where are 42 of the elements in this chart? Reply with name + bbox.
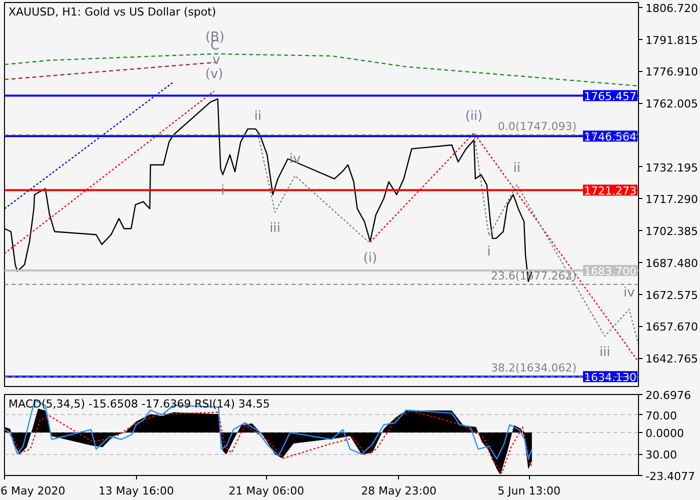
- y-tick-label: 1791.815: [646, 34, 698, 47]
- ref-line-label: 1634.130: [584, 371, 637, 384]
- ref-line-label: 0.0(1747.093): [498, 120, 577, 133]
- annotation: i: [487, 244, 491, 260]
- y-tick-label: 1702.385: [646, 225, 698, 238]
- y2-tick-label: 70.00: [646, 409, 677, 422]
- y-tick-label: -23.4077: [646, 470, 695, 483]
- annotation: iii: [599, 345, 610, 360]
- y-tick-label: 1732.195: [646, 161, 698, 174]
- ref-line-label: 1721.273: [584, 184, 637, 198]
- ref-line-label: 38.2(1634.062): [490, 362, 576, 375]
- y-tick-label: 0.0000: [646, 427, 684, 440]
- ref-line-label: 1746.564: [584, 130, 637, 144]
- y-tick-label: 20.6976: [646, 389, 691, 402]
- y-tick-label: 1762.005: [646, 98, 698, 111]
- annotation: ii: [513, 160, 520, 176]
- annotation: (v): [205, 67, 224, 82]
- annotation: v: [212, 52, 220, 68]
- y-tick-label: 1657.670: [646, 320, 698, 334]
- ref-line-label: 1765.457: [584, 90, 637, 104]
- annotation: i: [220, 184, 225, 199]
- line-series: [4, 53, 638, 87]
- x-tick-label: 6 May 2020: [0, 484, 66, 498]
- annotation: iv: [624, 285, 636, 300]
- annotation: (i): [363, 251, 378, 266]
- annotation: (ii): [465, 108, 483, 124]
- chart-title: XAUUSD, H1: Gold vs US Dollar (spot): [8, 6, 216, 18]
- x-tick-label: 21 May 06:00: [228, 484, 304, 498]
- y-tick-label: 1717.290: [646, 193, 698, 206]
- x-tick-label: 5 Jun 13:00: [498, 484, 560, 498]
- line-series: [4, 400, 532, 460]
- x-tick-label: 13 May 16:00: [98, 484, 174, 498]
- ref-line-label: 1683.700: [584, 265, 637, 278]
- y-tick-label: 1642.765: [646, 352, 698, 366]
- annotation: iii: [270, 221, 280, 236]
- y-tick-label: 1672.575: [646, 288, 698, 302]
- y-tick-label: 1687.480: [646, 256, 698, 270]
- y-tick-label: 1776.910: [646, 66, 698, 79]
- y2-tick-label: 30.00: [646, 448, 677, 462]
- x-tick-label: 28 May 23:00: [361, 484, 437, 498]
- annotation: ii: [254, 108, 262, 124]
- y-tick-label: 1806.720: [646, 2, 698, 15]
